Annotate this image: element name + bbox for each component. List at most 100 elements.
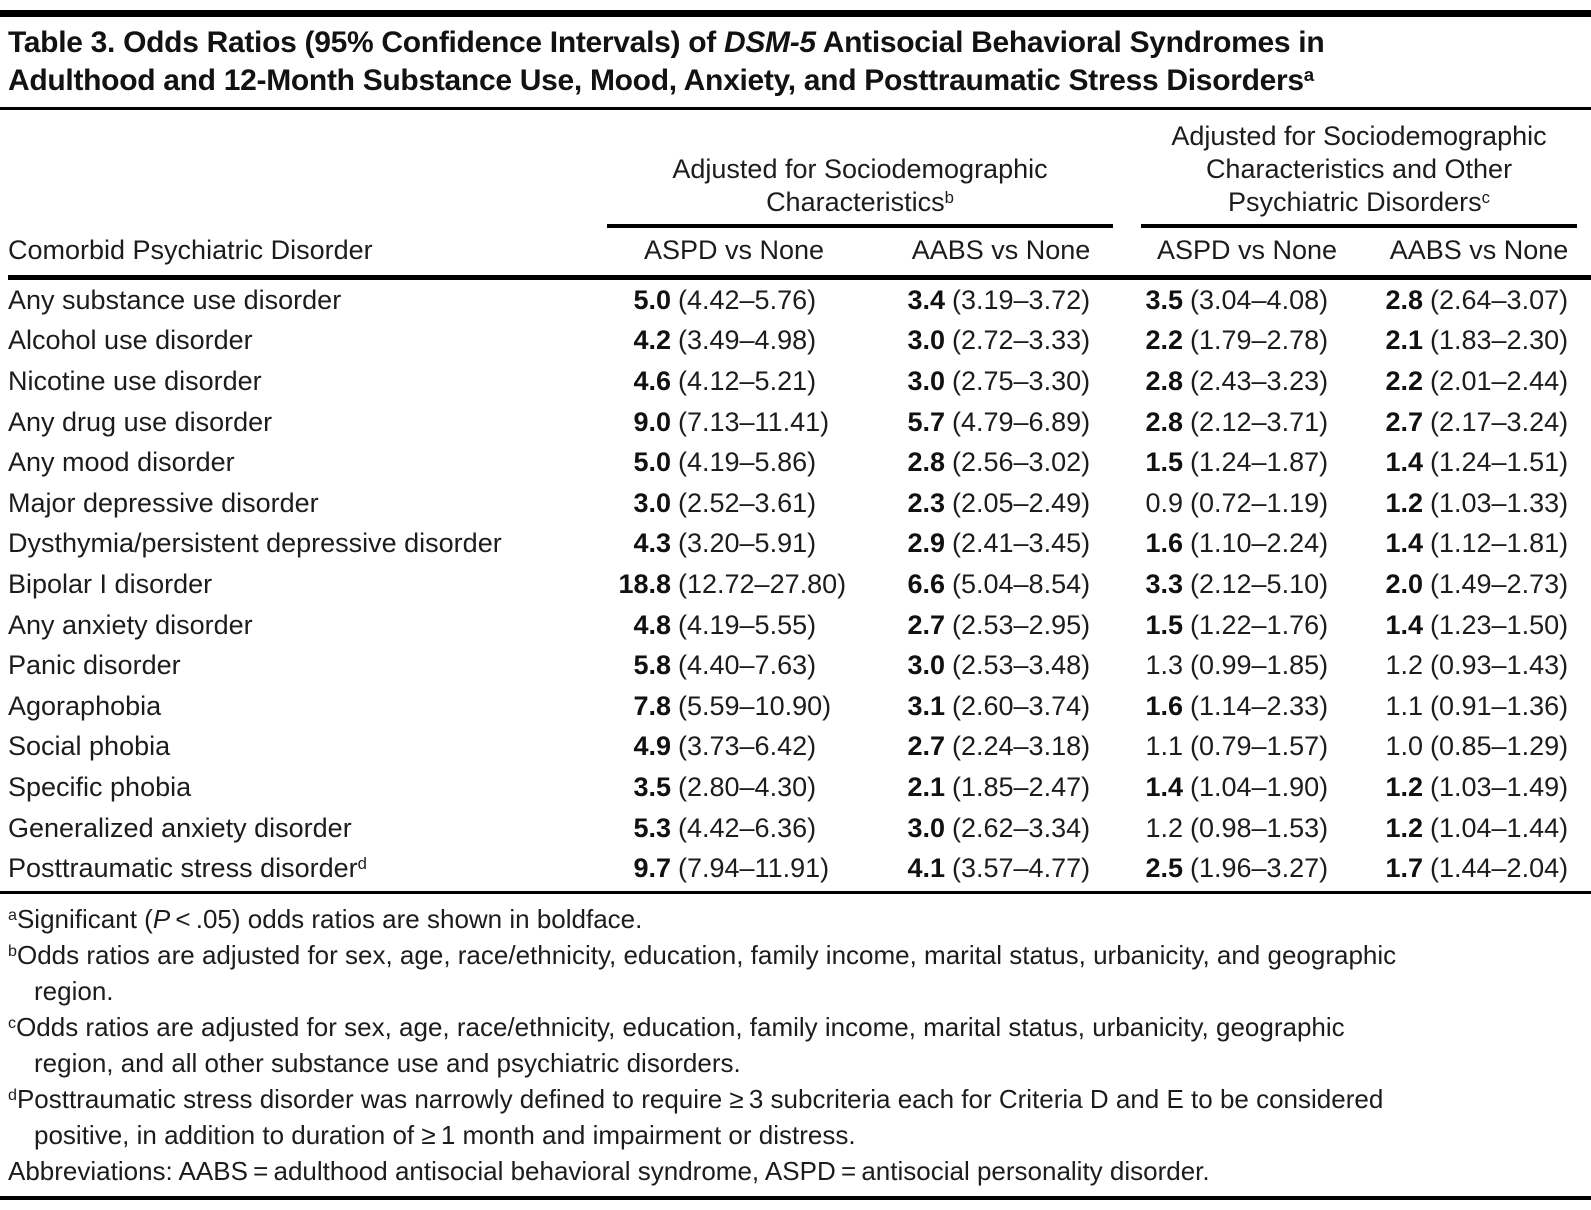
odds-ratios-table: Adjusted for Sociodemographic Characteris… xyxy=(8,112,1591,889)
odds-ratio-number: 3.5 xyxy=(633,771,671,802)
disorder-name: Panic disorder xyxy=(8,650,181,681)
or-ci-cell: 3.3 (2.12–5.10) xyxy=(1127,564,1367,605)
odds-ratio-number: 1.1 xyxy=(1145,731,1183,762)
odds-ratio-value: 1.4 (1.24–1.51) xyxy=(1367,447,1591,478)
odds-ratio-value: 2.8 (2.12–3.71) xyxy=(1127,407,1367,438)
odds-ratio-number: 3.4 xyxy=(907,284,945,315)
odds-ratio-number: 1.1 xyxy=(1385,690,1423,721)
odds-ratio-value: 1.4 (1.23–1.50) xyxy=(1367,610,1591,641)
confidence-interval: (2.53–3.48) xyxy=(952,650,1091,681)
odds-ratio-value: 2.1 (1.83–2.30) xyxy=(1367,325,1591,356)
title-line: Adulthood and 12-Month Substance Use, Mo… xyxy=(8,62,1581,100)
group-header-line: Adjusted for Sociodemographic xyxy=(1127,120,1591,153)
text-run: Psychiatric Disorders xyxy=(1228,187,1482,217)
odds-ratio-number: 1.5 xyxy=(1145,609,1183,640)
odds-ratio-number: 1.6 xyxy=(1145,690,1183,721)
group-header-cell: Adjusted for Sociodemographic Characteris… xyxy=(593,112,1127,228)
odds-ratio-value: 0.9 (0.72–1.19) xyxy=(1127,488,1367,519)
odds-ratio-number: 4.8 xyxy=(633,609,671,640)
odds-ratio-number: 3.0 xyxy=(907,812,945,843)
or-ci-cell: 1.2 (0.93–1.43) xyxy=(1367,645,1591,686)
odds-ratio-value: 3.4 (3.19–3.72) xyxy=(875,285,1127,316)
disorder-label: Any anxiety disorder xyxy=(8,605,593,646)
odds-ratio-number: 2.7 xyxy=(907,609,945,640)
odds-ratio-value: 4.6 (4.12–5.21) xyxy=(593,366,875,397)
or-ci-cell: 1.4 (1.23–1.50) xyxy=(1367,605,1591,646)
confidence-interval: (3.20–5.91) xyxy=(678,528,817,559)
odds-ratio-value: 2.0 (1.49–2.73) xyxy=(1367,569,1591,600)
odds-ratio-value: 5.0 (4.42–5.76) xyxy=(593,285,875,316)
odds-ratio-value: 1.0 (0.85–1.29) xyxy=(1367,731,1591,762)
or-ci-cell: 5.3 (4.42–6.36) xyxy=(593,808,875,849)
abbreviations-note: Abbreviations: AABS = adulthood antisoci… xyxy=(8,1155,1210,1186)
table-row: Bipolar I disorder 18.8 (12.72–27.80) 6.6 (5… xyxy=(8,564,1591,605)
confidence-interval: (1.14–2.33) xyxy=(1190,690,1329,721)
text-run: < .05) odds ratios are shown in boldface… xyxy=(170,903,643,934)
or-ci-cell: 9.7 (7.94–11.91) xyxy=(593,848,875,889)
disorder-name: Social phobia xyxy=(8,731,171,762)
odds-ratio-value: 1.4 (1.04–1.90) xyxy=(1127,772,1367,803)
disorder-label: Nicotine use disorder xyxy=(8,361,593,402)
odds-ratio-value: 2.8 (2.64–3.07) xyxy=(1367,285,1591,316)
odds-ratio-value: 2.2 (2.01–2.44) xyxy=(1367,366,1591,397)
confidence-interval: (1.12–1.81) xyxy=(1430,528,1569,559)
table-row: Generalized anxiety disorder 5.3 (4.42–6.3… xyxy=(8,808,1591,849)
or-ci-cell: 5.0 (4.19–5.86) xyxy=(593,442,875,483)
disorder-name: Nicotine use disorder xyxy=(8,365,262,396)
confidence-interval: (2.12–3.71) xyxy=(1190,406,1329,437)
or-ci-cell: 2.8 (2.64–3.07) xyxy=(1367,278,1591,321)
odds-ratio-number: 1.0 xyxy=(1385,731,1423,762)
odds-ratio-value: 1.6 (1.10–2.24) xyxy=(1127,528,1367,559)
table-row: Any mood disorder 5.0 (4.19–5.86) 2.8 (2.56–… xyxy=(8,442,1591,483)
disorder-name: Specific phobia xyxy=(8,771,192,802)
or-ci-cell: 18.8 (12.72–27.80) xyxy=(593,564,875,605)
or-ci-cell: 4.2 (3.49–4.98) xyxy=(593,321,875,362)
confidence-interval: (3.57–4.77) xyxy=(952,853,1091,884)
odds-ratio-number: 2.8 xyxy=(1145,406,1183,437)
journal-table-page: Table 3. Odds Ratios (95% Confidence Int… xyxy=(0,10,1591,1200)
or-ci-cell: 1.1 (0.91–1.36) xyxy=(1367,686,1591,727)
odds-ratio-number: 4.2 xyxy=(633,325,671,356)
odds-ratio-number: 0.9 xyxy=(1145,487,1183,518)
disorder-name: Posttraumatic stress disorder xyxy=(8,853,358,884)
odds-ratio-value: 2.1 (1.85–2.47) xyxy=(875,772,1127,803)
text-run: Significant ( xyxy=(16,903,153,934)
confidence-interval: (0.91–1.36) xyxy=(1430,690,1569,721)
odds-ratio-number: 5.0 xyxy=(633,447,671,478)
table-row: Agoraphobia 7.8 (5.59–10.90) 3.1 (2.60–3.74)… xyxy=(8,686,1591,727)
group-underline-rule xyxy=(1141,224,1577,228)
or-ci-cell: 3.0 (2.52–3.61) xyxy=(593,483,875,524)
odds-ratio-value: 4.2 (3.49–4.98) xyxy=(593,325,875,356)
superscript-marker: a xyxy=(1303,63,1314,85)
confidence-interval: (5.04–8.54) xyxy=(952,568,1091,599)
odds-ratio-value: 3.0 (2.53–3.48) xyxy=(875,650,1127,681)
or-ci-cell: 3.0 (2.62–3.34) xyxy=(875,808,1127,849)
confidence-interval: (0.79–1.57) xyxy=(1190,731,1329,762)
disorder-label: Dysthymia/persistent depressive disorder xyxy=(8,524,593,565)
table-body: Any substance use disorder 5.0 (4.42–5.76)… xyxy=(8,278,1591,889)
superscript-marker: a xyxy=(8,905,17,924)
or-ci-cell: 3.5 (2.80–4.30) xyxy=(593,767,875,808)
confidence-interval: (1.85–2.47) xyxy=(952,771,1091,802)
group-header-line: Psychiatric Disordersc xyxy=(1127,186,1591,219)
table-row: Nicotine use disorder 4.6 (4.12–5.21) 3.0 (2… xyxy=(8,361,1591,402)
or-ci-cell: 1.4 (1.24–1.51) xyxy=(1367,442,1591,483)
confidence-interval: (0.99–1.85) xyxy=(1190,650,1329,681)
confidence-interval: (2.12–5.10) xyxy=(1190,568,1329,599)
table-row: Any anxiety disorder 4.8 (4.19–5.55) 2.7 (2.… xyxy=(8,605,1591,646)
disorder-name: Generalized anxiety disorder xyxy=(8,812,352,843)
confidence-interval: (4.79–6.89) xyxy=(952,406,1091,437)
odds-ratio-number: 3.3 xyxy=(1145,568,1183,599)
or-ci-cell: 2.3 (2.05–2.49) xyxy=(875,483,1127,524)
table-row: Any substance use disorder 5.0 (4.42–5.76)… xyxy=(8,278,1591,321)
confidence-interval: (2.52–3.61) xyxy=(678,487,817,518)
confidence-interval: (0.93–1.43) xyxy=(1430,650,1569,681)
confidence-interval: (3.04–4.08) xyxy=(1190,284,1329,315)
or-ci-cell: 3.0 (2.53–3.48) xyxy=(875,645,1127,686)
odds-ratio-number: 2.7 xyxy=(1385,406,1423,437)
or-ci-cell: 1.3 (0.99–1.85) xyxy=(1127,645,1367,686)
column-header-row: Comorbid Psychiatric Disorder ASPD vs Non… xyxy=(8,228,1591,280)
table-header: Adjusted for Sociodemographic Characteris… xyxy=(8,112,1591,280)
odds-ratio-number: 2.2 xyxy=(1385,365,1423,396)
or-ci-cell: 2.9 (2.41–3.45) xyxy=(875,524,1127,565)
